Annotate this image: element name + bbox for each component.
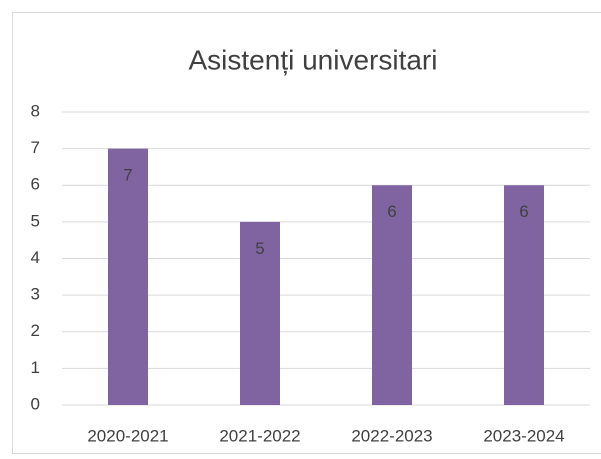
bar: [372, 185, 412, 405]
x-tick-label: 2021-2022: [219, 426, 300, 445]
x-tick-label: 2023-2024: [483, 426, 564, 445]
y-tick-label: 0: [31, 394, 40, 413]
y-tick-label: 7: [31, 138, 40, 157]
y-tick-label: 6: [31, 175, 40, 194]
y-tick-label: 5: [31, 211, 40, 230]
y-tick-label: 2: [31, 321, 40, 340]
bar: [240, 221, 280, 405]
data-label: 6: [387, 202, 396, 221]
bar: [504, 185, 544, 405]
y-tick-label: 4: [31, 248, 40, 267]
data-label: 6: [519, 202, 528, 221]
y-tick-label: 1: [31, 358, 40, 377]
chart-title: Asistenți universitari: [189, 44, 438, 75]
data-label: 5: [255, 239, 264, 258]
x-tick-label: 2022-2023: [351, 426, 432, 445]
x-tick-label: 2020-2021: [87, 426, 168, 445]
y-tick-label: 8: [31, 101, 40, 120]
y-tick-label: 3: [31, 285, 40, 304]
bar: [108, 148, 148, 405]
data-label: 7: [123, 166, 132, 185]
